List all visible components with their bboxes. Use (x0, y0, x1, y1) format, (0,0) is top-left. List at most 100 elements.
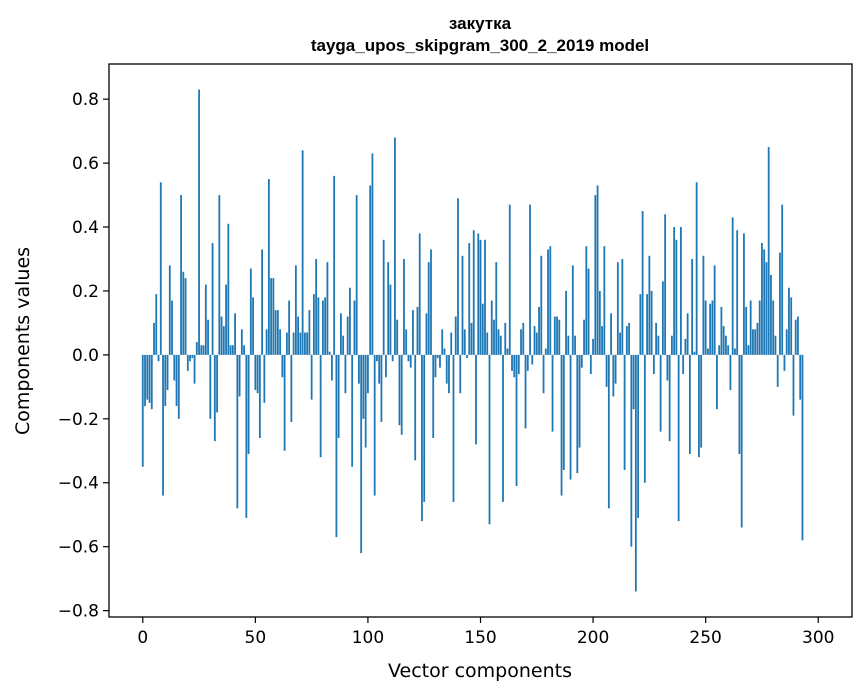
bar-283 (779, 252, 781, 355)
bar-229 (657, 335, 660, 355)
bar-203 (598, 290, 601, 355)
bar-130 (434, 354, 437, 378)
bar-91 (346, 316, 349, 355)
bar-235 (670, 335, 673, 355)
bar-284 (781, 204, 784, 355)
bar-163 (508, 204, 511, 355)
bar-260 (727, 345, 730, 355)
bar-77 (315, 258, 318, 355)
bar-80 (321, 300, 324, 355)
bar-19 (184, 278, 187, 355)
bar-154 (488, 354, 491, 525)
bar-53 (261, 249, 263, 355)
bar-121 (414, 354, 417, 461)
bar-69 (297, 316, 300, 355)
bar-193 (576, 354, 579, 474)
bar-20 (186, 354, 189, 371)
bar-178 (542, 354, 545, 394)
bar-276 (763, 249, 766, 355)
bar-34 (218, 195, 221, 355)
bar-205 (603, 246, 606, 355)
bar-106 (380, 354, 383, 423)
bar-212 (619, 332, 621, 355)
x-tick-label: 100 (352, 628, 384, 648)
bar-267 (743, 233, 745, 355)
bar-63 (283, 354, 286, 451)
bar-236 (673, 227, 676, 355)
x-tick-label: 250 (689, 628, 721, 648)
bar-165 (513, 354, 516, 378)
bar-280 (772, 300, 775, 355)
bar-187 (562, 354, 565, 470)
bar-96 (358, 354, 360, 384)
bar-253 (711, 300, 714, 355)
bar-140 (457, 198, 459, 355)
bar-118 (407, 354, 410, 362)
bar-102 (371, 153, 374, 355)
bar-195 (580, 354, 583, 368)
bar-87 (337, 354, 340, 438)
bar-271 (752, 329, 754, 355)
bar-202 (596, 185, 599, 355)
bar-41 (234, 313, 236, 355)
bar-32 (213, 354, 216, 442)
bar-241 (684, 338, 687, 355)
bar-209 (612, 354, 615, 397)
bar-196 (583, 319, 585, 355)
bar-281 (774, 335, 777, 355)
bar-214 (623, 354, 626, 470)
bar-169 (522, 322, 525, 355)
bar-231 (661, 281, 664, 355)
bar-262 (731, 217, 734, 355)
bar-213 (621, 258, 624, 355)
bar-183 (553, 316, 556, 355)
bar-188 (565, 290, 567, 355)
bar-238 (677, 354, 680, 522)
x-tick-label: 200 (577, 628, 609, 648)
bar-31 (211, 243, 214, 355)
bar-122 (416, 306, 419, 355)
bar-210 (614, 354, 617, 384)
bar-126 (425, 313, 428, 355)
bar-101 (369, 185, 372, 355)
bar-15 (175, 354, 178, 407)
bar-75 (310, 354, 313, 400)
y-tick-label: 0.6 (72, 154, 99, 174)
bar-42 (236, 354, 239, 509)
bar-3 (148, 354, 151, 403)
bar-224 (646, 294, 649, 355)
bar-72 (303, 332, 306, 355)
plot-frame (108, 63, 853, 618)
bar-61 (279, 329, 282, 355)
bar-286 (785, 329, 788, 355)
bar-119 (409, 354, 412, 368)
bar-81 (324, 297, 327, 355)
bar-189 (567, 335, 570, 355)
bar-206 (605, 354, 608, 387)
bar-30 (209, 354, 212, 419)
bar-247 (698, 354, 700, 458)
bar-149 (477, 233, 480, 355)
bar-237 (675, 239, 678, 355)
bar-239 (679, 227, 682, 355)
bar-99 (364, 354, 367, 448)
bar-156 (493, 319, 495, 355)
bar-128 (430, 249, 432, 355)
bar-207 (607, 354, 610, 509)
bar-186 (560, 354, 563, 496)
bar-54 (263, 354, 266, 403)
bar-60 (276, 310, 279, 355)
bar-162 (506, 348, 509, 355)
x-tick-label: 0 (137, 628, 148, 648)
bar-273 (756, 322, 759, 355)
y-tick-label: −0.2 (58, 410, 99, 430)
bar-174 (533, 326, 536, 355)
bar-240 (682, 354, 685, 375)
bar-22 (191, 354, 194, 359)
bar-254 (713, 265, 716, 355)
x-tick-label: 300 (802, 628, 834, 648)
bar-125 (423, 354, 426, 502)
bar-10 (164, 354, 167, 407)
bar-92 (349, 287, 351, 355)
bar-39 (229, 345, 232, 355)
